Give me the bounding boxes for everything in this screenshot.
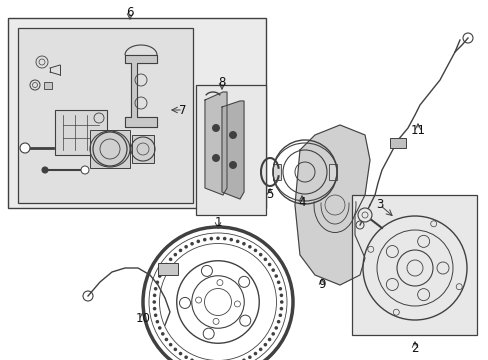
- Circle shape: [173, 347, 177, 351]
- Bar: [90, 130, 130, 168]
- Circle shape: [274, 274, 278, 278]
- Circle shape: [168, 343, 172, 346]
- Text: 2: 2: [410, 342, 418, 355]
- Bar: [272, 164, 281, 180]
- Circle shape: [154, 287, 157, 291]
- Circle shape: [386, 246, 398, 257]
- Circle shape: [184, 245, 187, 249]
- Bar: [351, 195, 476, 335]
- Circle shape: [161, 332, 164, 336]
- Circle shape: [212, 154, 220, 162]
- Circle shape: [216, 237, 219, 240]
- Bar: [158, 263, 178, 275]
- Bar: [328, 164, 336, 180]
- Circle shape: [417, 289, 429, 301]
- Circle shape: [190, 242, 193, 246]
- Circle shape: [253, 352, 257, 355]
- Circle shape: [276, 320, 280, 324]
- Circle shape: [263, 257, 266, 261]
- Bar: [44, 82, 52, 89]
- Circle shape: [247, 355, 251, 359]
- Circle shape: [279, 300, 283, 304]
- Circle shape: [267, 338, 271, 341]
- Circle shape: [278, 314, 282, 317]
- Text: 11: 11: [409, 123, 425, 136]
- Circle shape: [263, 343, 266, 346]
- Circle shape: [201, 265, 212, 276]
- Circle shape: [279, 307, 283, 310]
- Polygon shape: [294, 125, 369, 285]
- Circle shape: [20, 143, 30, 153]
- Circle shape: [190, 359, 193, 360]
- Circle shape: [417, 235, 429, 247]
- Circle shape: [267, 263, 271, 266]
- Polygon shape: [222, 101, 244, 199]
- Circle shape: [209, 237, 213, 240]
- Text: 10: 10: [135, 311, 150, 324]
- Circle shape: [258, 253, 262, 256]
- Circle shape: [184, 355, 187, 359]
- Circle shape: [242, 359, 245, 360]
- Circle shape: [155, 320, 159, 324]
- Circle shape: [203, 328, 214, 339]
- Text: 1: 1: [214, 216, 221, 229]
- Circle shape: [386, 278, 398, 291]
- Bar: [8, 18, 265, 208]
- Circle shape: [242, 242, 245, 246]
- Circle shape: [196, 239, 200, 243]
- Circle shape: [179, 297, 190, 309]
- Circle shape: [357, 208, 371, 222]
- Circle shape: [154, 314, 157, 317]
- Circle shape: [178, 249, 182, 252]
- Circle shape: [271, 332, 274, 336]
- Text: 3: 3: [376, 198, 383, 211]
- Circle shape: [173, 253, 177, 256]
- Polygon shape: [125, 55, 157, 127]
- Circle shape: [235, 239, 239, 243]
- Circle shape: [274, 326, 278, 330]
- Circle shape: [276, 280, 280, 284]
- Circle shape: [158, 326, 161, 330]
- Circle shape: [278, 287, 282, 291]
- Circle shape: [155, 280, 159, 284]
- Circle shape: [161, 268, 164, 272]
- Circle shape: [81, 166, 89, 174]
- Text: 5: 5: [266, 189, 273, 202]
- Circle shape: [253, 249, 257, 252]
- Circle shape: [168, 257, 172, 261]
- Circle shape: [228, 161, 237, 169]
- Circle shape: [238, 276, 249, 287]
- Bar: [18, 28, 193, 203]
- Circle shape: [247, 245, 251, 249]
- Circle shape: [152, 300, 156, 304]
- Text: 8: 8: [218, 76, 225, 89]
- Text: 9: 9: [318, 279, 325, 292]
- Circle shape: [203, 238, 206, 242]
- Circle shape: [152, 293, 156, 297]
- Circle shape: [164, 338, 168, 341]
- Circle shape: [223, 237, 226, 240]
- Bar: [132, 135, 154, 163]
- Bar: [196, 85, 265, 215]
- Circle shape: [178, 352, 182, 355]
- Circle shape: [271, 268, 274, 272]
- Text: 7: 7: [179, 104, 186, 117]
- Bar: [55, 110, 107, 155]
- Circle shape: [258, 347, 262, 351]
- Circle shape: [212, 124, 220, 132]
- Circle shape: [436, 262, 448, 274]
- Bar: [389, 138, 405, 148]
- Polygon shape: [204, 92, 226, 195]
- Circle shape: [279, 293, 283, 297]
- Circle shape: [239, 315, 250, 326]
- Circle shape: [42, 167, 48, 173]
- Circle shape: [152, 307, 156, 310]
- Circle shape: [158, 274, 161, 278]
- Circle shape: [229, 238, 233, 242]
- Text: 4: 4: [298, 195, 305, 208]
- Circle shape: [164, 263, 168, 266]
- Text: 6: 6: [126, 5, 134, 18]
- Circle shape: [228, 131, 237, 139]
